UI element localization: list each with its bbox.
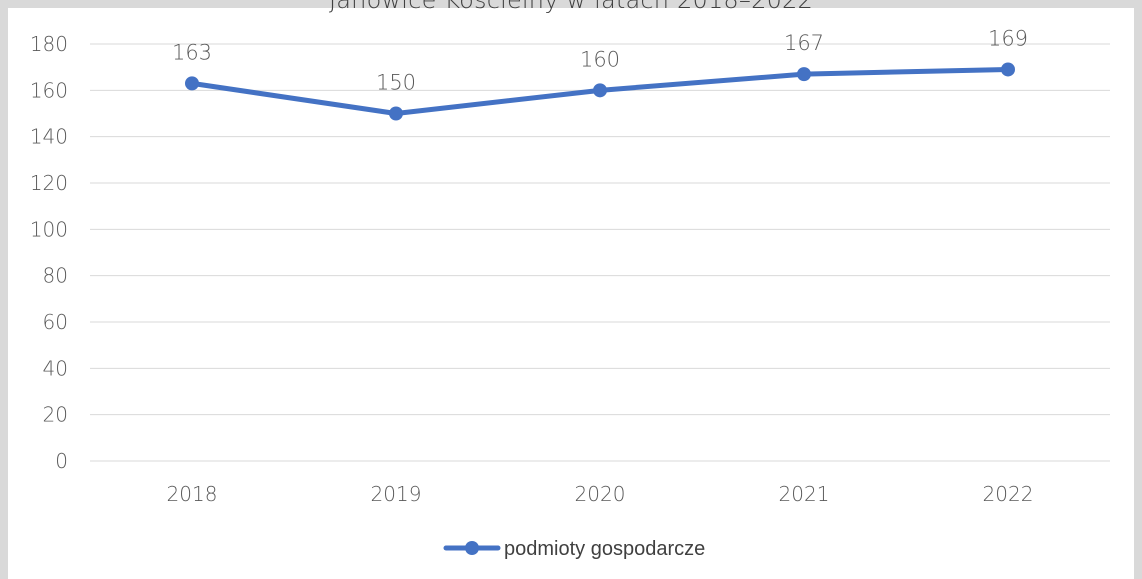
chart-frame-top xyxy=(0,0,1142,8)
y-axis: 0 20 40 60 80 100 120 140 160 180 xyxy=(30,32,68,473)
chart-title: Janowice Kościelny w latach 2018–2022 xyxy=(329,0,813,14)
data-label: 169 xyxy=(988,26,1028,50)
data-label: 150 xyxy=(376,71,416,95)
x-axis: 2018 2019 2020 2021 2022 xyxy=(167,482,1034,506)
series-layer xyxy=(185,62,1015,121)
x-tick-label: 2019 xyxy=(371,482,422,506)
data-point xyxy=(389,106,403,121)
data-point xyxy=(797,67,811,82)
legend-marker xyxy=(465,541,479,555)
data-label: 163 xyxy=(172,40,212,64)
y-tick-label: 20 xyxy=(43,403,68,427)
x-tick-label: 2021 xyxy=(779,482,830,506)
data-point xyxy=(1001,62,1015,77)
data-labels: 163 150 160 167 169 xyxy=(172,26,1028,94)
y-tick-label: 80 xyxy=(43,264,68,288)
y-tick-label: 140 xyxy=(30,125,68,149)
gridlines xyxy=(90,43,1110,462)
x-tick-label: 2022 xyxy=(983,482,1034,506)
data-point xyxy=(593,83,607,98)
legend: podmioty gospodarcze xyxy=(443,538,705,560)
y-tick-label: 60 xyxy=(43,310,68,334)
y-tick-label: 160 xyxy=(30,78,68,102)
y-tick-label: 100 xyxy=(30,217,68,241)
y-tick-label: 120 xyxy=(30,171,68,195)
x-tick-label: 2020 xyxy=(575,482,626,506)
y-tick-label: 0 xyxy=(55,449,68,473)
data-point xyxy=(185,76,199,91)
y-tick-label: 180 xyxy=(30,32,68,56)
y-tick-label: 40 xyxy=(43,356,68,380)
data-label: 160 xyxy=(580,47,620,71)
legend-label: podmioty gospodarcze xyxy=(504,538,705,560)
x-tick-label: 2018 xyxy=(167,482,218,506)
data-label: 167 xyxy=(784,31,824,55)
